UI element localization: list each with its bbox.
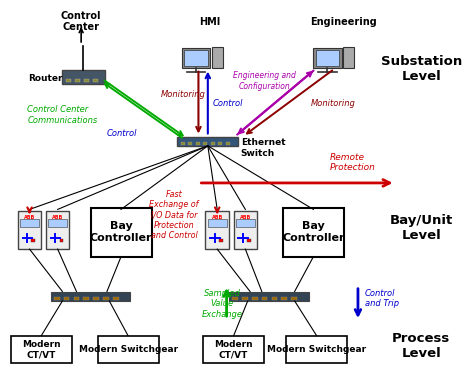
FancyBboxPatch shape bbox=[93, 297, 99, 300]
FancyBboxPatch shape bbox=[208, 219, 227, 227]
FancyBboxPatch shape bbox=[182, 48, 210, 67]
FancyBboxPatch shape bbox=[83, 297, 89, 300]
FancyBboxPatch shape bbox=[242, 297, 248, 300]
FancyBboxPatch shape bbox=[31, 239, 35, 242]
FancyBboxPatch shape bbox=[283, 208, 344, 257]
Text: ABB: ABB bbox=[211, 215, 223, 220]
FancyBboxPatch shape bbox=[181, 142, 185, 145]
Text: Engineering: Engineering bbox=[310, 16, 377, 27]
Text: Process
Level: Process Level bbox=[392, 331, 450, 360]
FancyBboxPatch shape bbox=[316, 50, 339, 66]
Text: ABB: ABB bbox=[52, 215, 64, 220]
Text: Bay/Unit
Level: Bay/Unit Level bbox=[390, 215, 453, 242]
Text: Sampled
Value
Exchange: Sampled Value Exchange bbox=[201, 289, 242, 319]
Text: Monitoring: Monitoring bbox=[161, 90, 206, 99]
FancyBboxPatch shape bbox=[66, 79, 71, 82]
FancyBboxPatch shape bbox=[60, 239, 64, 242]
FancyBboxPatch shape bbox=[11, 336, 72, 363]
FancyBboxPatch shape bbox=[46, 211, 69, 249]
Text: ABB: ABB bbox=[24, 215, 35, 220]
FancyBboxPatch shape bbox=[286, 336, 347, 363]
FancyBboxPatch shape bbox=[103, 297, 109, 300]
FancyBboxPatch shape bbox=[313, 48, 342, 67]
FancyBboxPatch shape bbox=[234, 211, 257, 249]
FancyBboxPatch shape bbox=[113, 297, 118, 300]
FancyBboxPatch shape bbox=[205, 211, 229, 249]
FancyBboxPatch shape bbox=[64, 297, 69, 300]
Text: Bay
Controller: Bay Controller bbox=[90, 221, 152, 243]
FancyBboxPatch shape bbox=[272, 297, 277, 300]
Text: Fast
Exchange of
I/O Data for
Protection
and Control: Fast Exchange of I/O Data for Protection… bbox=[149, 190, 199, 240]
Text: Remote
Protection: Remote Protection bbox=[330, 153, 376, 172]
FancyBboxPatch shape bbox=[344, 47, 354, 67]
FancyBboxPatch shape bbox=[54, 297, 60, 300]
FancyBboxPatch shape bbox=[252, 297, 257, 300]
Text: Control Center
Communications: Control Center Communications bbox=[27, 105, 98, 125]
FancyBboxPatch shape bbox=[75, 79, 80, 82]
Text: ABB: ABB bbox=[240, 215, 251, 220]
Text: Modern
CT/VT: Modern CT/VT bbox=[22, 339, 61, 359]
Text: Modern Switchgear: Modern Switchgear bbox=[267, 345, 366, 354]
FancyBboxPatch shape bbox=[184, 50, 208, 66]
Text: Monitoring: Monitoring bbox=[311, 99, 356, 108]
Text: Control
and Trip: Control and Trip bbox=[365, 288, 399, 308]
Text: HMI: HMI bbox=[200, 16, 221, 27]
FancyBboxPatch shape bbox=[203, 142, 207, 145]
Text: Control: Control bbox=[212, 99, 243, 108]
FancyBboxPatch shape bbox=[91, 208, 152, 257]
Text: Ethernet
Switch: Ethernet Switch bbox=[241, 138, 285, 158]
FancyBboxPatch shape bbox=[282, 297, 287, 300]
Text: Control
Center: Control Center bbox=[61, 11, 101, 32]
Text: Substation
Level: Substation Level bbox=[381, 56, 462, 83]
Text: Router: Router bbox=[28, 74, 63, 83]
FancyBboxPatch shape bbox=[93, 79, 98, 82]
FancyBboxPatch shape bbox=[226, 142, 230, 145]
FancyBboxPatch shape bbox=[177, 137, 238, 146]
FancyBboxPatch shape bbox=[210, 142, 215, 145]
FancyBboxPatch shape bbox=[51, 292, 130, 301]
FancyBboxPatch shape bbox=[20, 219, 39, 227]
FancyBboxPatch shape bbox=[247, 239, 251, 242]
FancyBboxPatch shape bbox=[212, 47, 223, 67]
FancyBboxPatch shape bbox=[236, 219, 255, 227]
Text: Engineering and
Configuration: Engineering and Configuration bbox=[233, 71, 296, 91]
Text: Modern
CT/VT: Modern CT/VT bbox=[214, 339, 253, 359]
FancyBboxPatch shape bbox=[73, 297, 79, 300]
Text: Bay
Controller: Bay Controller bbox=[282, 221, 345, 243]
FancyBboxPatch shape bbox=[84, 79, 89, 82]
FancyBboxPatch shape bbox=[219, 239, 223, 242]
FancyBboxPatch shape bbox=[98, 336, 159, 363]
Text: Modern Switchgear: Modern Switchgear bbox=[79, 345, 178, 354]
FancyBboxPatch shape bbox=[262, 297, 267, 300]
Text: Control: Control bbox=[107, 129, 137, 138]
FancyBboxPatch shape bbox=[232, 297, 238, 300]
FancyBboxPatch shape bbox=[203, 336, 264, 363]
FancyBboxPatch shape bbox=[196, 142, 200, 145]
FancyBboxPatch shape bbox=[229, 292, 309, 301]
FancyBboxPatch shape bbox=[292, 297, 297, 300]
FancyBboxPatch shape bbox=[188, 142, 192, 145]
FancyBboxPatch shape bbox=[218, 142, 222, 145]
FancyBboxPatch shape bbox=[48, 219, 67, 227]
FancyBboxPatch shape bbox=[18, 211, 41, 249]
FancyBboxPatch shape bbox=[63, 70, 105, 84]
